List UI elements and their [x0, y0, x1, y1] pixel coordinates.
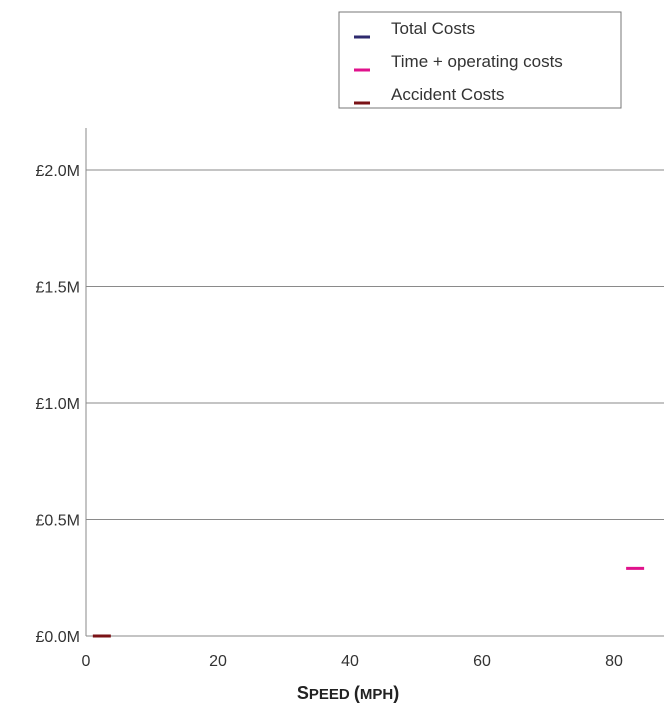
- y-tick-label: £1.5M: [36, 280, 80, 297]
- data-marks: [92, 566, 645, 638]
- x-axis-title-part: (: [354, 683, 360, 703]
- x-tick-label: 20: [209, 653, 227, 670]
- legend-box: [338, 11, 622, 109]
- x-axis-title: SPEED (MPH): [297, 683, 399, 703]
- x-axis-title-part: ): [393, 683, 399, 703]
- x-tick-label: 40: [341, 653, 359, 670]
- legend-entry-label: Time + operating costs: [391, 52, 563, 71]
- x-axis-title-part: PEED: [309, 686, 354, 703]
- legend-entry-label: Accident Costs: [391, 85, 504, 104]
- x-tick-label: 60: [473, 653, 491, 670]
- y-tick-label: £2.0M: [36, 163, 80, 180]
- y-tick-label: £1.0M: [36, 396, 80, 413]
- y-tick-label: £0.5M: [36, 513, 80, 530]
- x-axis-title-part: MPH: [360, 686, 393, 703]
- legend-entry-label: Total Costs: [391, 19, 475, 38]
- x-tick-label: 80: [605, 653, 623, 670]
- tick-labels: £0.0M £0.5M £1.0M £1.5M £2.0M 0 20 40 60 80: [36, 163, 623, 670]
- x-axis-title-part: S: [297, 683, 309, 703]
- chart-legend: Total Costs Time + operating costs Acciden…: [338, 11, 622, 109]
- gridlines: [86, 169, 664, 637]
- y-tick-label: £0.0M: [36, 629, 80, 646]
- x-tick-label: 0: [82, 653, 91, 670]
